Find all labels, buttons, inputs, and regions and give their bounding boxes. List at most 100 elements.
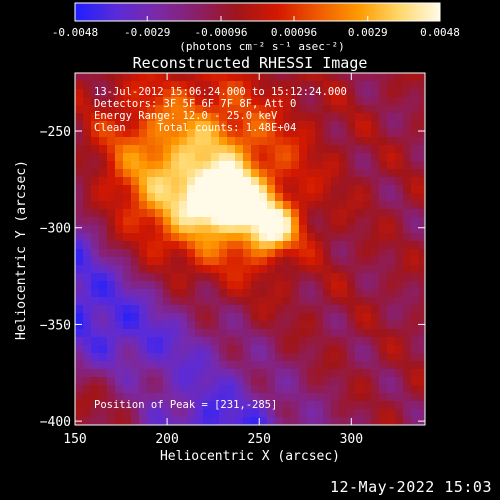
heatmap-cell xyxy=(291,329,300,338)
heatmap-cell xyxy=(219,249,228,258)
heatmap-cell xyxy=(259,249,268,258)
heatmap-cell xyxy=(267,289,276,298)
heatmap-cell xyxy=(267,233,276,242)
heatmap-cell xyxy=(275,177,284,186)
heatmap-cell xyxy=(379,321,388,330)
heatmap-cell xyxy=(371,97,380,106)
heatmap-cell xyxy=(123,369,132,378)
heatmap-cell xyxy=(371,273,380,282)
heatmap-cell xyxy=(283,249,292,258)
heatmap-cell xyxy=(315,289,324,298)
heatmap-cell xyxy=(339,329,348,338)
heatmap-cell xyxy=(163,273,172,282)
heatmap-cell xyxy=(235,225,244,234)
heatmap-cell xyxy=(139,161,148,170)
heatmap-cell xyxy=(211,73,220,82)
heatmap-cell xyxy=(323,129,332,138)
y-tick-label: −400 xyxy=(40,415,71,430)
heatmap-cell xyxy=(323,385,332,394)
heatmap-cell xyxy=(123,153,132,162)
heatmap-cell xyxy=(155,225,164,234)
heatmap-cell xyxy=(347,297,356,306)
heatmap-cell xyxy=(339,297,348,306)
heatmap-cell xyxy=(411,225,420,234)
heatmap-cell xyxy=(411,169,420,178)
heatmap-cell xyxy=(259,273,268,282)
heatmap-cell xyxy=(403,153,412,162)
heatmap-cell xyxy=(219,153,228,162)
heatmap-cell xyxy=(83,361,92,370)
heatmap-cell xyxy=(283,289,292,298)
heatmap-cell xyxy=(363,377,372,386)
heatmap-cell xyxy=(115,121,124,130)
heatmap-cell xyxy=(259,385,268,394)
heatmap-cell xyxy=(243,249,252,258)
heatmap-cell xyxy=(187,305,196,314)
colorbar xyxy=(74,2,441,22)
heatmap-cell xyxy=(243,353,252,362)
heatmap-cell xyxy=(227,393,236,402)
heatmap-cell xyxy=(299,249,308,258)
heatmap-cell xyxy=(243,121,252,130)
heatmap-cell xyxy=(75,129,84,138)
heatmap-cell xyxy=(139,217,148,226)
heatmap-cell xyxy=(139,129,148,138)
heatmap-cell xyxy=(331,129,340,138)
heatmap-cell xyxy=(323,417,332,425)
heatmap-cell xyxy=(371,353,380,362)
heatmap-cell xyxy=(363,153,372,162)
heatmap-cell xyxy=(243,401,252,410)
heatmap-cell xyxy=(331,105,340,114)
heatmap-cell xyxy=(315,177,324,186)
heatmap-cell xyxy=(307,313,316,322)
heatmap-cell xyxy=(395,313,404,322)
heatmap-cell xyxy=(147,137,156,146)
heatmap-cell xyxy=(131,169,140,178)
heatmap-cell xyxy=(131,393,140,402)
heatmap-cell xyxy=(107,313,116,322)
heatmap-cell xyxy=(115,297,124,306)
heatmap-cell xyxy=(131,417,140,425)
heatmap-cell xyxy=(171,409,180,418)
heatmap-cell xyxy=(339,281,348,290)
heatmap-cell xyxy=(355,337,364,346)
heatmap-cell xyxy=(243,209,252,218)
heatmap-cell xyxy=(155,73,164,82)
heatmap-cell xyxy=(227,233,236,242)
heatmap-cell xyxy=(403,249,412,258)
heatmap-cell xyxy=(419,113,425,122)
heatmap-cell xyxy=(379,73,388,82)
heatmap-cell xyxy=(195,217,204,226)
heatmap-cell xyxy=(395,185,404,194)
heatmap-cell xyxy=(387,73,396,82)
heatmap-cell xyxy=(379,225,388,234)
heatmap-cell xyxy=(403,217,412,226)
y-axis-ticks: −250−300−350−400 xyxy=(40,125,425,430)
y-tick-label: −300 xyxy=(40,222,71,237)
heatmap-cell xyxy=(331,281,340,290)
heatmap-cell xyxy=(419,241,425,250)
heatmap-cell xyxy=(347,193,356,202)
heatmap-cell xyxy=(331,73,340,82)
heatmap-cell xyxy=(75,217,84,226)
heatmap-cell xyxy=(139,289,148,298)
heatmap-cell xyxy=(267,153,276,162)
heatmap-cell xyxy=(139,305,148,314)
heatmap-cell xyxy=(123,137,132,146)
heatmap-cell xyxy=(267,121,276,130)
heatmap-cell xyxy=(339,137,348,146)
heatmap-cell xyxy=(155,201,164,210)
heatmap-cell xyxy=(131,369,140,378)
heatmap-cell xyxy=(331,249,340,258)
heatmap-cell xyxy=(211,137,220,146)
heatmap-cell xyxy=(147,89,156,98)
heatmap-cell xyxy=(379,193,388,202)
heatmap-cell xyxy=(331,377,340,386)
heatmap-cell xyxy=(83,153,92,162)
heatmap-cell xyxy=(307,385,316,394)
heatmap-cell xyxy=(235,201,244,210)
colorbar-tick-label: -0.00096 xyxy=(195,26,248,39)
heatmap-cell xyxy=(323,89,332,98)
heatmap-cell xyxy=(395,177,404,186)
